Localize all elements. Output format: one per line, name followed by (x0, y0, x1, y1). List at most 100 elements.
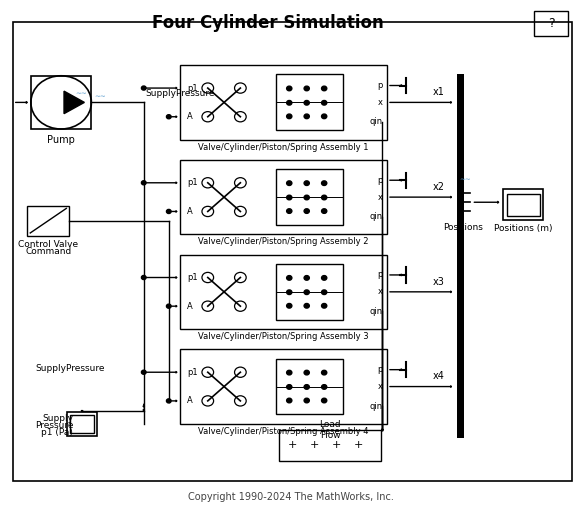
Text: p1 (Pa): p1 (Pa) (41, 428, 73, 437)
Text: ?: ? (548, 17, 555, 30)
Bar (279, 430, 381, 461)
Bar (180, 255, 387, 329)
Circle shape (321, 181, 327, 185)
Circle shape (304, 275, 309, 280)
Circle shape (166, 209, 171, 214)
Text: qin: qin (369, 117, 382, 126)
Polygon shape (64, 91, 84, 114)
Circle shape (304, 100, 309, 105)
Text: p: p (377, 270, 382, 280)
Text: ∼∼: ∼∼ (76, 90, 87, 96)
Text: SupplyPressure: SupplyPressure (35, 364, 104, 373)
Text: Valve/Cylinder/Piston/Spring Assembly 1: Valve/Cylinder/Piston/Spring Assembly 1 (198, 142, 369, 152)
Text: +: + (354, 440, 363, 451)
Text: p1: p1 (187, 368, 198, 377)
Bar (276, 74, 343, 130)
Text: +: + (288, 440, 297, 451)
Circle shape (286, 290, 292, 294)
Circle shape (286, 195, 292, 200)
Text: p1: p1 (187, 83, 198, 93)
Circle shape (286, 370, 292, 375)
Circle shape (304, 195, 309, 200)
Text: Command: Command (25, 247, 72, 256)
Text: +: + (310, 440, 319, 451)
Circle shape (321, 209, 327, 214)
Circle shape (304, 209, 309, 214)
Text: +: + (332, 440, 341, 451)
Circle shape (304, 304, 309, 308)
Text: p: p (377, 365, 382, 374)
Text: x: x (377, 382, 382, 391)
Circle shape (321, 100, 327, 105)
Circle shape (286, 100, 292, 105)
Text: qin: qin (369, 307, 382, 316)
Circle shape (304, 385, 309, 389)
Circle shape (304, 86, 309, 91)
Bar (180, 160, 387, 234)
Text: p: p (377, 81, 382, 90)
Circle shape (304, 370, 309, 375)
Bar (276, 358, 343, 415)
Text: Flow: Flow (320, 431, 340, 440)
Text: p1: p1 (187, 273, 198, 282)
Circle shape (304, 398, 309, 403)
Text: x1: x1 (432, 87, 444, 97)
Circle shape (321, 398, 327, 403)
Text: x3: x3 (432, 276, 444, 287)
Bar (457, 74, 464, 438)
Circle shape (286, 209, 292, 214)
Text: Copyright 1990-2024 The MathWorks, Inc.: Copyright 1990-2024 The MathWorks, Inc. (188, 492, 394, 502)
Circle shape (304, 114, 309, 119)
Text: ∼∼: ∼∼ (460, 176, 471, 182)
Text: Pressure: Pressure (35, 421, 73, 430)
Text: Load: Load (320, 419, 341, 429)
Text: Pump: Pump (47, 135, 75, 145)
Circle shape (286, 398, 292, 403)
Bar (13, 22, 572, 481)
Circle shape (321, 304, 327, 308)
Text: Positions (m): Positions (m) (494, 224, 552, 233)
Circle shape (304, 290, 309, 294)
Bar (503, 189, 543, 220)
Circle shape (321, 370, 327, 375)
Text: Valve/Cylinder/Piston/Spring Assembly 4: Valve/Cylinder/Piston/Spring Assembly 4 (198, 427, 369, 436)
Bar (67, 412, 97, 436)
Text: x4: x4 (432, 371, 444, 381)
Bar (507, 194, 540, 216)
Circle shape (321, 275, 327, 280)
Text: Supply: Supply (42, 414, 73, 423)
Circle shape (286, 304, 292, 308)
Circle shape (321, 86, 327, 91)
Text: p: p (377, 176, 382, 185)
Bar (276, 264, 343, 319)
Text: Positions: Positions (443, 223, 482, 232)
Text: qin: qin (369, 212, 382, 221)
Text: qin: qin (369, 401, 382, 411)
Bar (31, 76, 91, 129)
Circle shape (321, 290, 327, 294)
Bar (534, 11, 568, 36)
Circle shape (166, 115, 171, 119)
Text: ∼∼: ∼∼ (94, 93, 106, 99)
Text: A: A (187, 396, 193, 406)
Bar (70, 415, 94, 433)
Circle shape (286, 86, 292, 91)
Circle shape (304, 181, 309, 185)
Circle shape (286, 275, 292, 280)
Text: x: x (377, 287, 382, 296)
Circle shape (286, 114, 292, 119)
Circle shape (166, 399, 171, 403)
Text: Valve/Cylinder/Piston/Spring Assembly 2: Valve/Cylinder/Piston/Spring Assembly 2 (198, 238, 369, 246)
Circle shape (141, 181, 146, 185)
Text: x: x (377, 193, 382, 202)
Circle shape (321, 114, 327, 119)
Text: A: A (187, 302, 193, 311)
Text: Control Valve: Control Valve (18, 240, 79, 249)
Text: A: A (187, 112, 193, 121)
Circle shape (321, 195, 327, 200)
Text: Valve/Cylinder/Piston/Spring Assembly 3: Valve/Cylinder/Piston/Spring Assembly 3 (198, 332, 369, 341)
Circle shape (141, 370, 146, 374)
Circle shape (321, 385, 327, 389)
Circle shape (286, 385, 292, 389)
Text: x: x (377, 98, 382, 107)
